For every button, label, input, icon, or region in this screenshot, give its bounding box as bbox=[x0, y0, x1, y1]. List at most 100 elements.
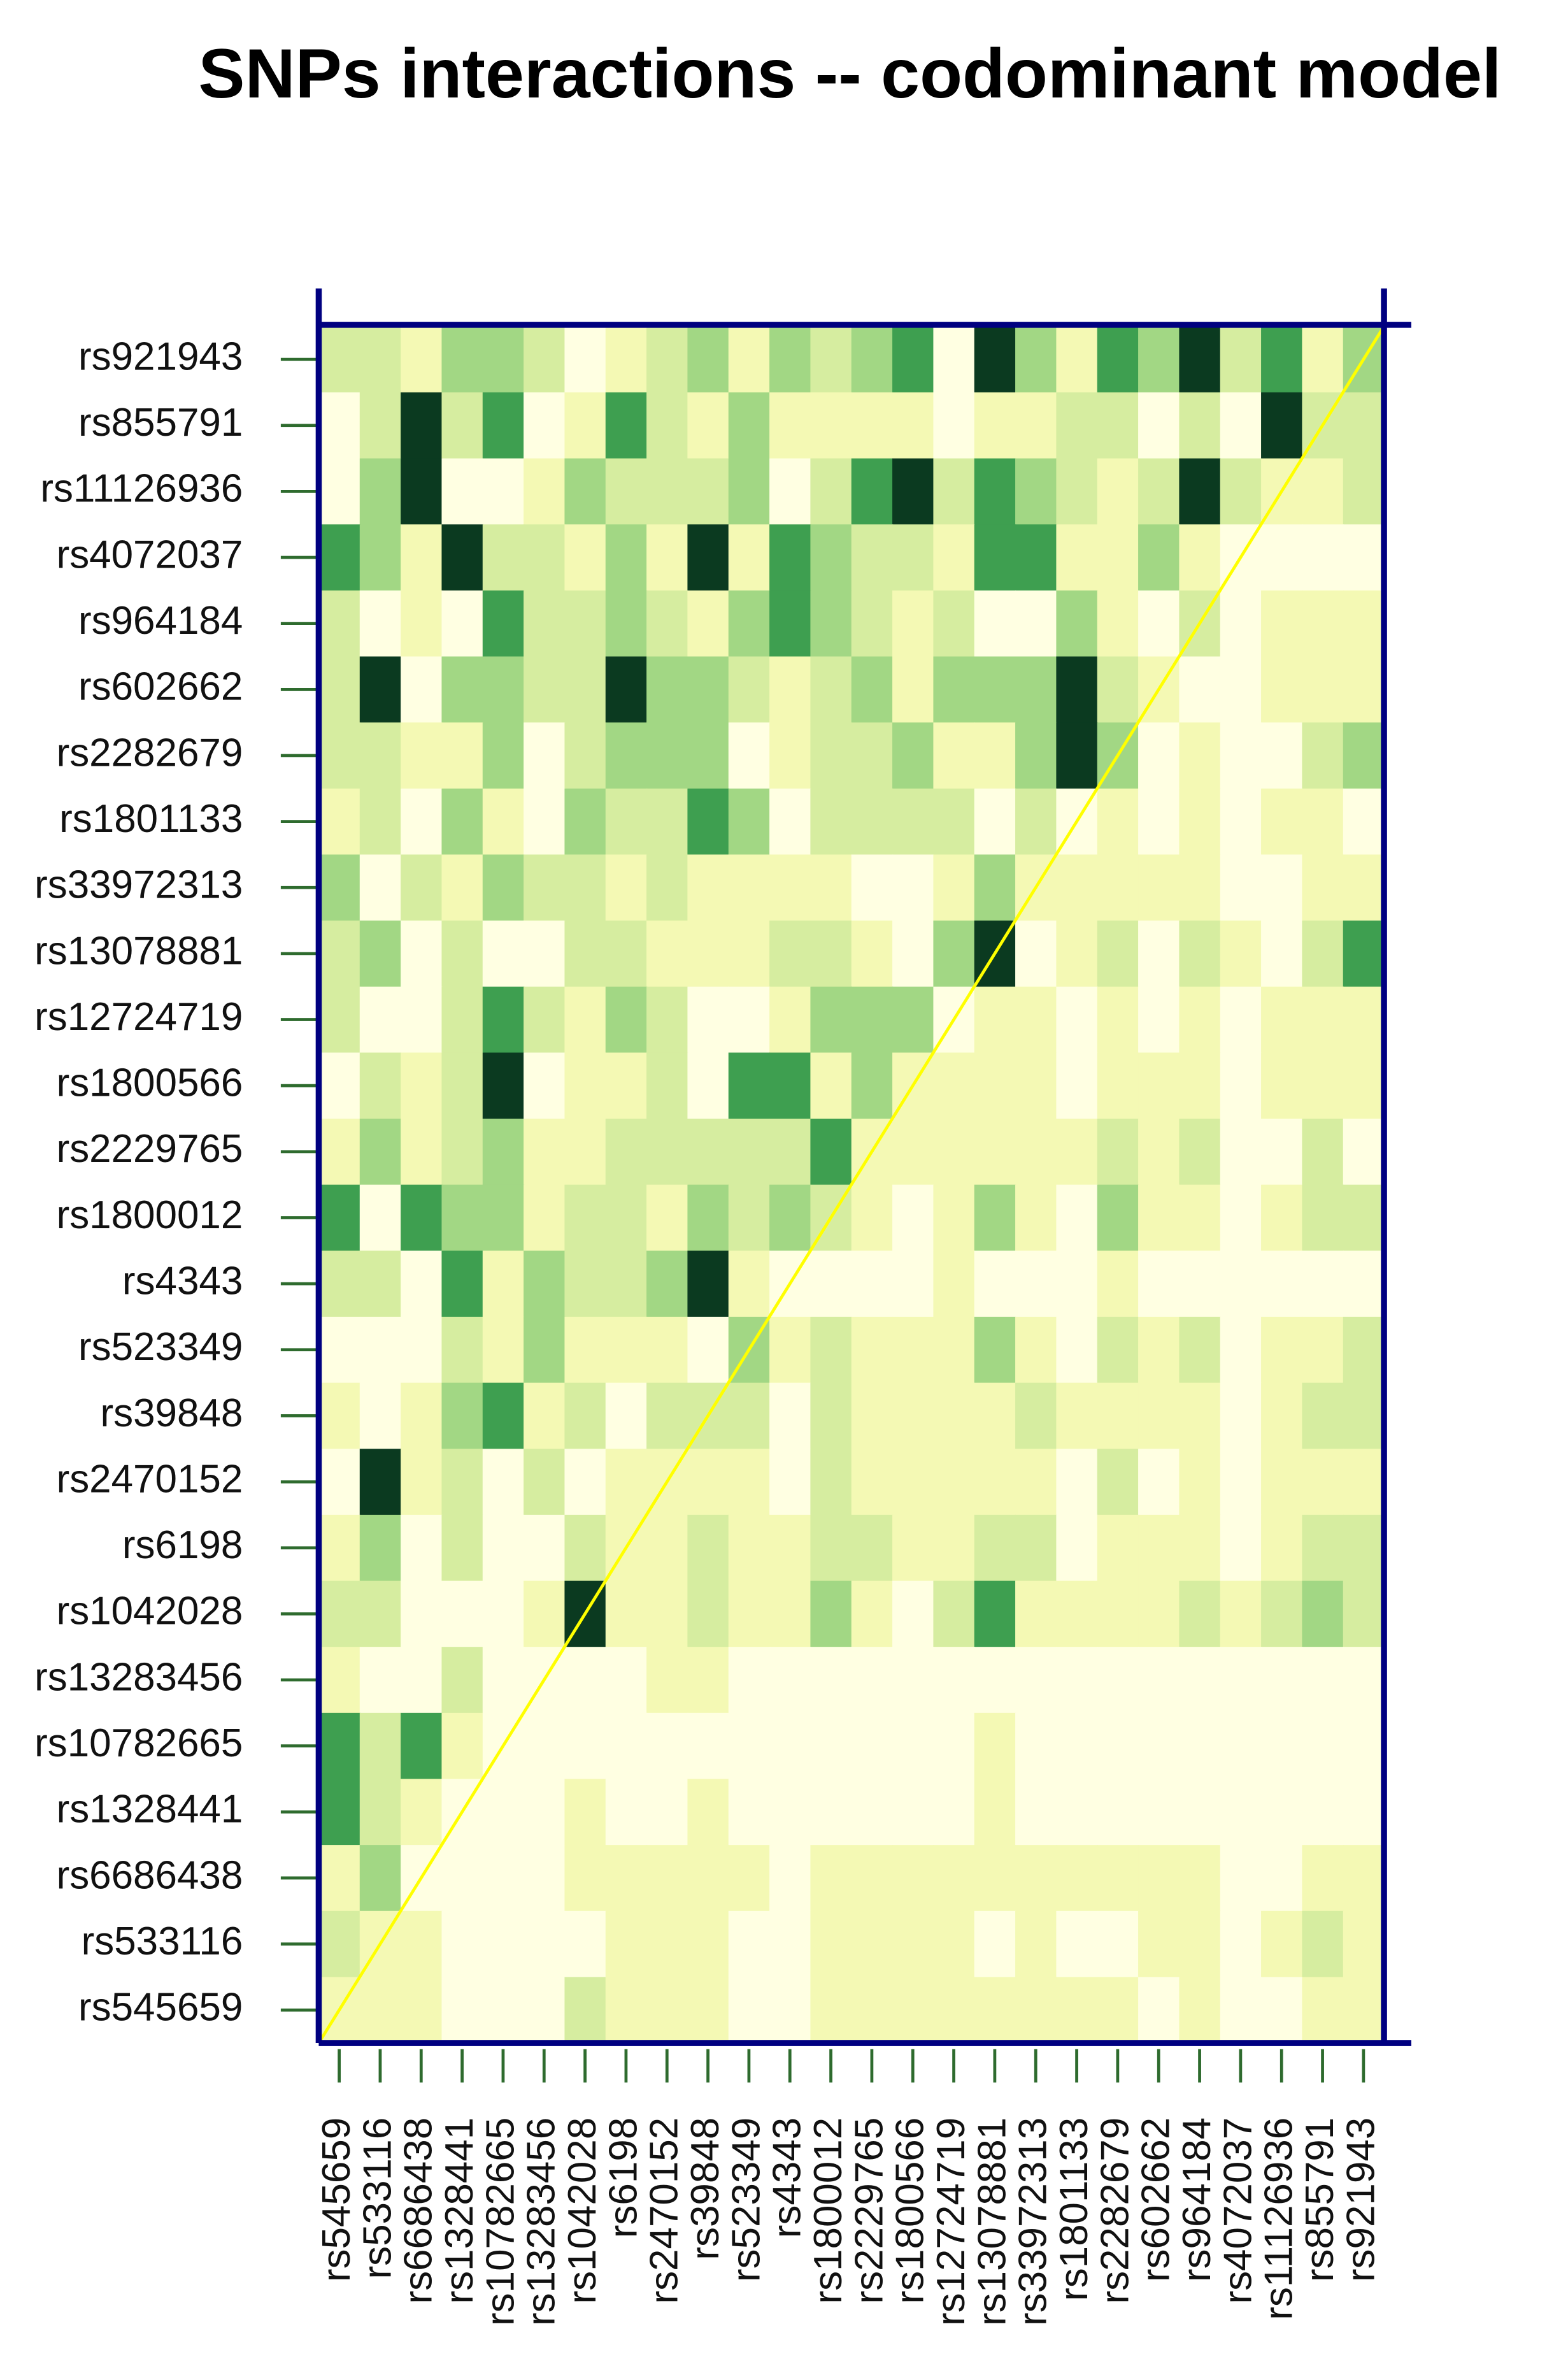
heatmap-cell bbox=[1015, 1316, 1057, 1384]
heatmap-cell bbox=[687, 1712, 729, 1780]
heatmap-cell bbox=[646, 1052, 688, 1120]
heatmap-cell bbox=[933, 1514, 975, 1582]
heatmap-cell bbox=[482, 458, 525, 526]
heatmap-cell bbox=[769, 854, 811, 922]
heatmap-cell bbox=[687, 1251, 729, 1318]
heatmap-cell bbox=[318, 1052, 360, 1120]
heatmap-cell bbox=[851, 326, 894, 394]
heatmap-cell bbox=[605, 1052, 648, 1120]
heatmap-cell bbox=[1097, 986, 1139, 1054]
heatmap-cell bbox=[646, 458, 688, 526]
heatmap-cell bbox=[564, 1052, 606, 1120]
heatmap-cell bbox=[1343, 1449, 1385, 1516]
heatmap-cell bbox=[1097, 1977, 1139, 2044]
heatmap-cell bbox=[1302, 1119, 1344, 1186]
heatmap-cell bbox=[359, 1712, 402, 1780]
heatmap-cell bbox=[401, 590, 443, 657]
heatmap-cell bbox=[524, 1184, 566, 1252]
heatmap-cell bbox=[728, 458, 771, 526]
heatmap-cell bbox=[1097, 921, 1139, 987]
heatmap-cell bbox=[605, 722, 648, 789]
heatmap-cell bbox=[646, 1845, 688, 1912]
heatmap-cell bbox=[687, 1581, 729, 1648]
heatmap-cell bbox=[441, 1647, 483, 1714]
y-tick-label: rs2229765 bbox=[57, 1127, 243, 1171]
heatmap-cell bbox=[441, 1910, 483, 1978]
heatmap-cell bbox=[1056, 1581, 1098, 1648]
heatmap-cell bbox=[810, 1449, 852, 1516]
heatmap-cell bbox=[728, 590, 771, 657]
heatmap-cell bbox=[1220, 1779, 1262, 1846]
heatmap-cell bbox=[892, 986, 934, 1054]
heatmap-cell bbox=[482, 1119, 525, 1186]
heatmap-cell bbox=[1302, 722, 1344, 789]
heatmap-cell bbox=[851, 1977, 894, 2044]
heatmap-cell bbox=[892, 1251, 934, 1318]
heatmap-cell bbox=[1097, 590, 1139, 657]
heatmap-cell bbox=[1056, 1647, 1098, 1714]
heatmap-cell bbox=[318, 1514, 360, 1582]
heatmap-cell bbox=[318, 1581, 360, 1648]
heatmap-cell bbox=[359, 656, 402, 724]
heatmap-cell bbox=[1015, 1910, 1057, 1978]
heatmap-cell bbox=[687, 524, 729, 592]
heatmap-cell bbox=[933, 656, 975, 724]
heatmap-cell bbox=[1179, 1514, 1221, 1582]
heatmap-cell bbox=[482, 1251, 525, 1318]
heatmap-cell bbox=[1220, 458, 1262, 526]
heatmap-cell bbox=[482, 788, 525, 856]
heatmap-cell bbox=[401, 1514, 443, 1582]
heatmap-cell bbox=[892, 1712, 934, 1780]
heatmap-cell bbox=[1343, 1251, 1385, 1318]
heatmap-cell bbox=[933, 1910, 975, 1978]
heatmap-cell bbox=[810, 1251, 852, 1318]
heatmap-cell bbox=[851, 722, 894, 789]
heatmap-cell bbox=[892, 854, 934, 922]
heatmap-cell bbox=[810, 458, 852, 526]
heatmap-cell bbox=[482, 1581, 525, 1648]
heatmap-cell bbox=[1220, 1977, 1262, 2044]
heatmap-cell bbox=[851, 458, 894, 526]
heatmap-cell bbox=[933, 921, 975, 987]
y-tick-label: rs2282679 bbox=[57, 731, 243, 775]
heatmap-cell bbox=[564, 854, 606, 922]
heatmap-cell bbox=[1179, 921, 1221, 987]
heatmap-cell bbox=[318, 921, 360, 987]
x-tick-label: rs1042028 bbox=[560, 2118, 604, 2304]
x-tick-label: rs523349 bbox=[724, 2118, 768, 2282]
heatmap-cell bbox=[318, 1910, 360, 1978]
heatmap-cell bbox=[810, 326, 852, 394]
heatmap-cell bbox=[1179, 986, 1221, 1054]
heatmap-cell bbox=[892, 524, 934, 592]
heatmap-cell bbox=[359, 590, 402, 657]
y-tick-label: rs11126936 bbox=[40, 467, 243, 511]
heatmap-cell bbox=[1261, 1910, 1303, 1978]
heatmap-cell bbox=[1343, 986, 1385, 1054]
heatmap-cell bbox=[605, 1712, 648, 1780]
heatmap-cell bbox=[441, 392, 483, 459]
heatmap-cell bbox=[892, 590, 934, 657]
heatmap-cell bbox=[401, 458, 443, 526]
heatmap-cell bbox=[359, 458, 402, 526]
heatmap-cell bbox=[769, 1052, 811, 1120]
y-tick-label: rs602662 bbox=[78, 665, 243, 709]
heatmap-cell bbox=[646, 986, 688, 1054]
heatmap-cell bbox=[524, 656, 566, 724]
heatmap-cell bbox=[524, 1251, 566, 1318]
heatmap-cell bbox=[769, 1316, 811, 1384]
heatmap-cell bbox=[933, 1845, 975, 1912]
heatmap-cell bbox=[1097, 1449, 1139, 1516]
heatmap-cell bbox=[1056, 722, 1098, 789]
heatmap-cell bbox=[1015, 1184, 1057, 1252]
y-tick-label: rs4343 bbox=[122, 1259, 243, 1303]
heatmap-cell bbox=[1302, 921, 1344, 987]
heatmap-cell bbox=[769, 1184, 811, 1252]
heatmap-cell bbox=[401, 1184, 443, 1252]
heatmap-cell bbox=[401, 921, 443, 987]
heatmap-cell bbox=[401, 326, 443, 394]
heatmap-cell bbox=[564, 722, 606, 789]
heatmap-cell bbox=[1179, 1316, 1221, 1384]
heatmap-cell bbox=[1138, 1184, 1180, 1252]
heatmap-cell bbox=[318, 656, 360, 724]
heatmap-cell bbox=[687, 1119, 729, 1186]
